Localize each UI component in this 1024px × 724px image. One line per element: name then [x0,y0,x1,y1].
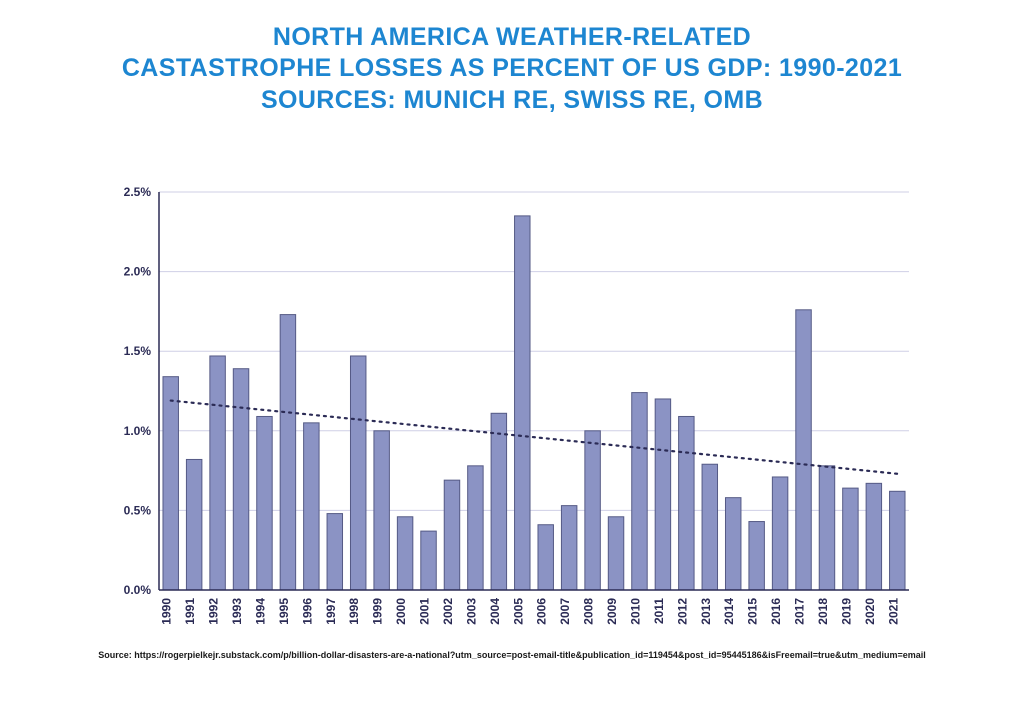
bar [210,356,225,590]
bar [421,531,436,590]
bar [327,514,342,590]
bar [679,416,694,590]
bar [608,517,623,590]
x-tick-label: 2013 [699,598,713,625]
x-tick-label: 1992 [207,598,221,625]
x-tick-label: 2000 [394,598,408,625]
title-line-2: CASTASTROPHE LOSSES AS PERCENT OF US GDP… [0,53,1024,84]
x-tick-label: 2020 [863,598,877,625]
x-tick-label: 1990 [160,598,174,625]
x-tick-label: 2004 [488,598,502,625]
bar [585,431,600,590]
x-tick-label: 1994 [253,598,267,625]
bar [374,431,389,590]
x-tick-label: 1997 [324,598,338,625]
x-tick-label: 2009 [605,598,619,625]
x-tick-label: 2001 [418,598,432,625]
x-tick-label: 2003 [464,598,478,625]
x-tick-label: 2012 [675,598,689,625]
x-tick-label: 1993 [230,598,244,625]
x-tick-label: 2002 [441,598,455,625]
bar [655,399,670,590]
bar [702,464,717,590]
bar [257,416,272,590]
bar [819,466,834,590]
bar [725,498,740,590]
x-tick-label: 2016 [769,598,783,625]
bar [280,315,295,590]
x-tick-label: 2007 [558,598,572,625]
bar [233,369,248,590]
x-tick-label: 2019 [839,598,853,625]
x-tick-label: 2018 [816,598,830,625]
footer-source-citation: Source: https://rogerpielkejr.substack.c… [0,650,1024,660]
x-tick-label: 1995 [277,598,291,625]
x-tick-label: 2010 [628,598,642,625]
y-tick-label: 2.0% [124,265,152,279]
bar [163,377,178,590]
y-tick-label: 1.0% [124,424,152,438]
x-tick-label: 1999 [371,598,385,625]
bar [772,477,787,590]
bar [444,480,459,590]
x-tick-label: 1991 [183,598,197,625]
y-tick-label: 0.5% [124,503,152,517]
bar [397,517,412,590]
bar [186,459,201,590]
bar [515,216,530,590]
bar-chart-svg: 0.0% 0.5% 1.0% 1.5% 2.0% 2.5% 1990 1991 1992 1993… [95,174,929,644]
x-tick-label: 2011 [652,598,666,624]
x-tick-label: 2021 [886,598,900,625]
x-tick-label: 2008 [582,598,596,625]
x-tick-label: 2006 [535,598,549,625]
bar [491,413,506,590]
x-tick-label: 2017 [793,598,807,625]
bar [304,423,319,590]
title-line-1: NORTH AMERICA WEATHER-RELATED [0,22,1024,53]
x-tick-label: 1996 [300,598,314,625]
title-line-3: SOURCES: MUNICH RE, SWISS RE, OMB [0,85,1024,116]
y-tick-label: 1.5% [124,344,152,358]
x-tick-label: 2005 [511,598,525,625]
bar [866,483,881,590]
bar [350,356,365,590]
bar [632,393,647,590]
x-tick-label: 2015 [746,598,760,625]
bar [890,491,905,590]
chart-title-block: NORTH AMERICA WEATHER-RELATED CASTASTROP… [0,0,1024,116]
bar [796,310,811,590]
x-tick-label: 1998 [347,598,361,625]
bar [749,522,764,590]
x-tick-label: 2014 [722,598,736,625]
chart-page: NORTH AMERICA WEATHER-RELATED CASTASTROP… [0,0,1024,724]
bar [468,466,483,590]
bar [561,506,576,590]
y-tick-label: 0.0% [124,583,152,597]
y-tick-label: 2.5% [124,185,152,199]
bar [843,488,858,590]
bar-chart: 0.0% 0.5% 1.0% 1.5% 2.0% 2.5% 1990 1991 1992 1993… [95,174,929,644]
bar [538,525,553,590]
